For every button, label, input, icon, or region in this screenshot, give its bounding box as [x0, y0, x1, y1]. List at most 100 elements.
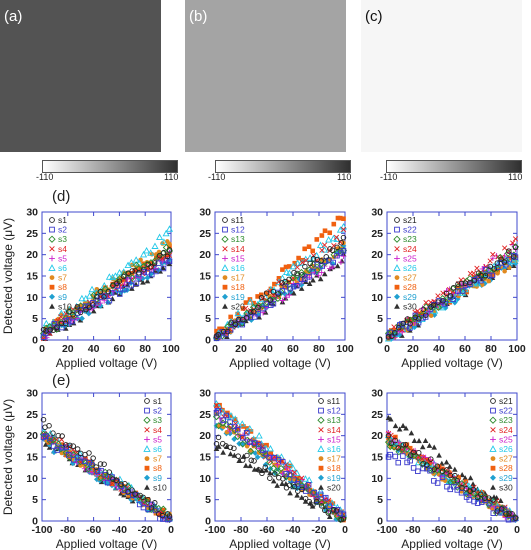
data-point [327, 246, 333, 252]
legend-label: s29 [499, 473, 513, 483]
data-point [65, 452, 72, 458]
data-point [420, 453, 426, 460]
data-point [392, 453, 399, 460]
data-point [70, 311, 76, 318]
data-point [39, 330, 48, 338]
x-tick-label: 80 [313, 343, 325, 355]
data-point [62, 320, 69, 327]
data-point [407, 320, 413, 327]
data-point [234, 309, 242, 317]
data-point [420, 460, 426, 467]
x-axis-label: Applied voltage (V) [401, 537, 502, 550]
legend-marker [318, 427, 324, 433]
data-point [471, 498, 477, 505]
legend-label: s1 [153, 396, 162, 406]
x-tick-label: 100 [508, 343, 526, 355]
legend-label: s9 [153, 473, 162, 483]
colorbar-b-max: 110 [337, 172, 352, 182]
legend-marker [222, 303, 228, 309]
data-point [69, 318, 76, 325]
data-point [407, 316, 415, 324]
data-point [450, 477, 458, 485]
data-point [232, 417, 238, 422]
x-tick-label: -40 [457, 524, 472, 536]
data-point [276, 276, 282, 281]
data-point [279, 470, 286, 477]
data-point [155, 253, 163, 261]
y-tick-label: 5 [377, 494, 383, 506]
legend-marker [394, 275, 400, 280]
x-tick-label: 40 [433, 343, 445, 355]
data-point [299, 272, 305, 278]
data-point [275, 291, 281, 297]
data-point [269, 464, 277, 472]
data-point [55, 432, 61, 439]
data-point [512, 515, 519, 521]
y-tick-label: 0 [205, 516, 211, 528]
data-point [458, 280, 465, 287]
data-point [282, 278, 288, 285]
data-point [163, 257, 170, 264]
data-point [277, 288, 285, 296]
x-tick-label: 0 [342, 524, 348, 536]
legend-marker [221, 235, 229, 243]
y-tick-label: 30 [199, 207, 211, 219]
data-point [436, 304, 442, 310]
data-point [246, 439, 253, 445]
data-point [254, 454, 261, 460]
legend-marker [394, 226, 400, 233]
data-point [268, 286, 274, 292]
data-point [407, 457, 413, 464]
data-point [51, 449, 57, 456]
data-point [415, 308, 421, 314]
legend-label: s16 [231, 263, 245, 273]
legend-marker [144, 465, 150, 471]
data-point [283, 471, 289, 477]
data-point [262, 309, 269, 315]
x-tick-label: -80 [233, 524, 248, 536]
data-point [454, 487, 461, 493]
data-point [487, 258, 493, 264]
data-point [286, 482, 293, 488]
data-point [264, 442, 269, 448]
data-point [215, 331, 221, 338]
x-axis-label: Applied voltage (V) [56, 356, 157, 370]
y-tick-label: 0 [377, 516, 383, 528]
x-tick-label: 0 [514, 524, 520, 536]
data-point [490, 497, 496, 503]
legend-marker [393, 264, 401, 271]
data-point [252, 450, 259, 457]
data-point [231, 436, 238, 442]
data-point [215, 408, 222, 414]
x-tick-label: -80 [405, 524, 420, 536]
scatter-points [384, 236, 520, 342]
data-point [262, 450, 269, 457]
legend-marker [394, 255, 400, 262]
data-point [223, 412, 230, 419]
data-point [294, 270, 300, 277]
data-point [319, 263, 325, 269]
data-point [287, 285, 293, 292]
legend-marker [49, 255, 55, 262]
data-point [109, 296, 116, 302]
data-point [115, 268, 124, 276]
data-point [503, 511, 509, 517]
data-point [247, 447, 255, 455]
legend-marker [317, 445, 325, 452]
legend-label: s24 [403, 244, 417, 254]
data-point [490, 272, 496, 277]
x-tick-label: -60 [86, 524, 101, 536]
legend-marker [49, 284, 55, 290]
data-point [304, 268, 309, 274]
legend-marker [49, 217, 55, 223]
data-point [157, 511, 163, 517]
data-point [239, 440, 247, 448]
data-point [505, 517, 512, 523]
data-point [287, 264, 292, 269]
data-point [143, 498, 152, 506]
legend-label: s25 [499, 434, 513, 444]
data-point [512, 244, 519, 251]
data-point [506, 256, 512, 263]
panel-label-b: (b) [189, 8, 208, 25]
data-point [317, 491, 324, 498]
